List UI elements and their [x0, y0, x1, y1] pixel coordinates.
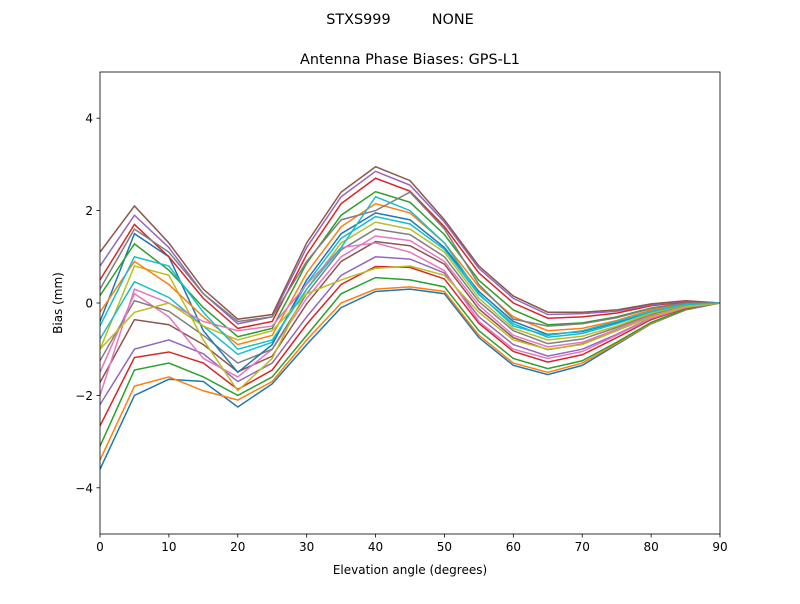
series-line-8: [100, 221, 720, 392]
y-axis-label: Bias (mm): [51, 272, 65, 334]
series-line-4: [100, 256, 720, 406]
series-line-11: [100, 202, 720, 346]
y-tick-label: −4: [75, 481, 93, 495]
series-lines: [100, 165, 720, 470]
y-tick-label: 0: [85, 297, 93, 311]
x-tick-label: 30: [299, 540, 314, 554]
chart-title: Antenna Phase Biases: GPS-L1: [300, 52, 520, 68]
x-tick-label: 20: [230, 540, 245, 554]
series-line-3: [100, 265, 720, 427]
y-tick-label: −2: [75, 389, 93, 403]
x-axis: 0 10 20 30 40 50 60 70 80 90: [96, 534, 728, 554]
chart-suptitle: STXS999 NONE: [326, 12, 474, 28]
x-tick-label: 70: [575, 540, 590, 554]
x-tick-label: 80: [643, 540, 658, 554]
series-line-18: [100, 265, 720, 350]
x-tick-label: 40: [368, 540, 383, 554]
y-tick-label: 4: [85, 112, 93, 126]
axes-frame: [99, 71, 721, 535]
series-line-1: [100, 286, 720, 461]
y-axis: −4 −2 0 2 4: [75, 112, 100, 495]
x-tick-label: 0: [96, 540, 104, 554]
series-line-2: [100, 276, 720, 447]
x-tick-label: 60: [506, 540, 521, 554]
series-line-10: [100, 212, 720, 374]
plot-area: 0 10 20 30 40 50 60 70 80 90 −4 −2 0 2 4: [75, 71, 728, 554]
series-line-13: [100, 177, 720, 330]
y-tick-label: 2: [85, 204, 93, 218]
x-axis-label: Elevation angle (degrees): [333, 563, 487, 577]
series-line-14: [100, 170, 720, 325]
x-tick-label: 10: [161, 540, 176, 554]
series-line-17: [100, 191, 720, 327]
series-line-19: [100, 195, 720, 351]
x-tick-label: 90: [712, 540, 727, 554]
series-line-5: [100, 240, 720, 383]
series-line-0: [100, 288, 720, 470]
series-line-12: [100, 190, 720, 338]
series-line-6: [100, 235, 720, 378]
series-line-16: [100, 242, 720, 396]
x-tick-label: 50: [437, 540, 452, 554]
series-line-15: [100, 165, 720, 320]
series-line-7: [100, 228, 720, 364]
